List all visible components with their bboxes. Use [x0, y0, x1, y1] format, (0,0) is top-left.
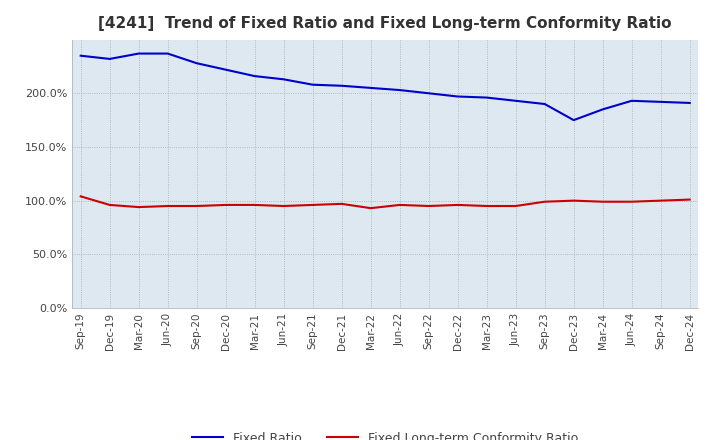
Fixed Long-term Conformity Ratio [598, 199, 607, 204]
Fixed Ratio [338, 83, 346, 88]
Line: Fixed Ratio: Fixed Ratio [81, 54, 690, 120]
Fixed Ratio [163, 51, 172, 56]
Line: Fixed Long-term Conformity Ratio: Fixed Long-term Conformity Ratio [81, 196, 690, 208]
Fixed Ratio [279, 77, 288, 82]
Fixed Long-term Conformity Ratio [221, 202, 230, 208]
Fixed Long-term Conformity Ratio [308, 202, 317, 208]
Fixed Ratio [685, 100, 694, 106]
Fixed Long-term Conformity Ratio [541, 199, 549, 204]
Fixed Long-term Conformity Ratio [366, 205, 375, 211]
Fixed Long-term Conformity Ratio [454, 202, 462, 208]
Fixed Ratio [192, 61, 201, 66]
Fixed Long-term Conformity Ratio [163, 203, 172, 209]
Fixed Long-term Conformity Ratio [395, 202, 404, 208]
Fixed Ratio [482, 95, 491, 100]
Fixed Ratio [221, 67, 230, 72]
Fixed Ratio [105, 56, 114, 62]
Fixed Ratio [454, 94, 462, 99]
Fixed Long-term Conformity Ratio [279, 203, 288, 209]
Fixed Long-term Conformity Ratio [338, 201, 346, 206]
Fixed Long-term Conformity Ratio [424, 203, 433, 209]
Fixed Long-term Conformity Ratio [482, 203, 491, 209]
Fixed Long-term Conformity Ratio [192, 203, 201, 209]
Fixed Ratio [76, 53, 85, 59]
Fixed Long-term Conformity Ratio [105, 202, 114, 208]
Fixed Ratio [570, 117, 578, 123]
Fixed Ratio [541, 101, 549, 106]
Legend: Fixed Ratio, Fixed Long-term Conformity Ratio: Fixed Ratio, Fixed Long-term Conformity … [187, 427, 583, 440]
Fixed Ratio [627, 98, 636, 103]
Fixed Long-term Conformity Ratio [511, 203, 520, 209]
Fixed Long-term Conformity Ratio [685, 197, 694, 202]
Fixed Ratio [251, 73, 259, 79]
Fixed Ratio [135, 51, 143, 56]
Fixed Ratio [511, 98, 520, 103]
Fixed Long-term Conformity Ratio [76, 194, 85, 199]
Fixed Long-term Conformity Ratio [570, 198, 578, 203]
Fixed Long-term Conformity Ratio [135, 205, 143, 210]
Fixed Ratio [308, 82, 317, 87]
Fixed Ratio [395, 88, 404, 93]
Fixed Ratio [424, 91, 433, 96]
Fixed Long-term Conformity Ratio [627, 199, 636, 204]
Fixed Ratio [657, 99, 665, 105]
Title: [4241]  Trend of Fixed Ratio and Fixed Long-term Conformity Ratio: [4241] Trend of Fixed Ratio and Fixed Lo… [99, 16, 672, 32]
Fixed Ratio [598, 107, 607, 112]
Fixed Long-term Conformity Ratio [657, 198, 665, 203]
Fixed Ratio [366, 85, 375, 91]
Fixed Long-term Conformity Ratio [251, 202, 259, 208]
